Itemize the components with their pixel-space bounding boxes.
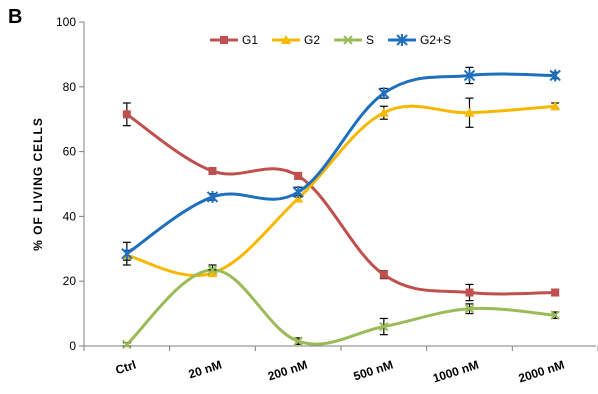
marker-stroke — [122, 339, 132, 350]
data-point-g2 — [378, 107, 389, 117]
series-markers — [121, 69, 561, 350]
data-point-g2-s — [206, 190, 219, 203]
legend-item-s: S — [334, 33, 374, 47]
data-point-g1 — [122, 110, 131, 119]
error-bars — [122, 66, 560, 347]
data-point-g1 — [208, 167, 217, 176]
x-tick-label: 500 nM — [352, 358, 395, 384]
series-lines — [125, 72, 557, 346]
legend-label-g1: G1 — [242, 33, 258, 47]
data-point-g1 — [294, 171, 303, 180]
y-axis-title: % OF LIVING CELLS — [31, 117, 45, 251]
data-point-s — [293, 336, 303, 346]
marker-stroke — [379, 321, 389, 332]
legend-marker-g2 — [281, 35, 292, 44]
marker-stroke — [207, 265, 218, 275]
data-point-g2-s — [549, 69, 561, 82]
legend-label-s: S — [366, 33, 374, 47]
legend-item-g1: G1 — [210, 33, 258, 47]
panel-label: B — [8, 6, 23, 28]
data-point-s — [550, 310, 560, 320]
y-tick-label: 20 — [63, 274, 77, 288]
legend-label-g2-s: G2+S — [420, 33, 451, 47]
x-tick-label: Ctrl — [114, 358, 138, 378]
y-tick-label: 0 — [69, 339, 76, 353]
data-point-g2-s — [463, 69, 476, 82]
y-axis-title-group: % OF LIVING CELLS — [31, 117, 45, 251]
marker-stroke — [343, 35, 353, 45]
marker-stroke — [293, 336, 303, 346]
data-point-s — [122, 339, 132, 350]
y-tick-label: 60 — [63, 145, 77, 159]
legend-item-g2: G2 — [272, 33, 320, 47]
series-line-s — [125, 268, 557, 346]
x-tick-label: 20 nM — [187, 358, 224, 382]
data-point-g2 — [550, 101, 561, 111]
legend: G1 G2 S G2+S — [210, 33, 451, 47]
legend-marker-g2-s — [396, 34, 408, 46]
legend-item-g2-s: G2+S — [388, 33, 451, 47]
y-tick-label: 40 — [63, 209, 77, 223]
data-point-s — [207, 265, 218, 275]
series-line-g2-s — [125, 72, 557, 256]
data-point-g2 — [464, 107, 475, 117]
data-point-g2 — [207, 268, 218, 278]
data-point-g2-s — [292, 186, 304, 199]
chart-axes: 0 20 40 60 80 100 Ctrl 20 nM 200 nM 500 nM 1000 nM… — [56, 15, 598, 385]
legend-marker-g1 — [220, 36, 228, 44]
x-tick-label: 200 nM — [266, 358, 309, 384]
data-point-s — [379, 321, 389, 332]
data-point-g1 — [379, 270, 388, 279]
marker-stroke — [550, 310, 560, 320]
x-tick-label: 1000 nM — [431, 358, 480, 386]
legend-label-g2: G2 — [304, 33, 320, 47]
series-line-g2 — [125, 104, 557, 277]
data-point-g2-s — [378, 87, 390, 100]
y-tick-label: 100 — [56, 15, 76, 29]
data-point-g1 — [465, 288, 474, 297]
data-point-g2-s — [121, 247, 133, 260]
data-point-g1 — [551, 288, 560, 297]
x-tick-label: 2000 nM — [517, 358, 566, 386]
legend-marker-s — [343, 35, 353, 45]
data-point-s — [464, 304, 475, 314]
marker-stroke — [464, 304, 475, 314]
y-tick-label: 80 — [63, 80, 77, 94]
